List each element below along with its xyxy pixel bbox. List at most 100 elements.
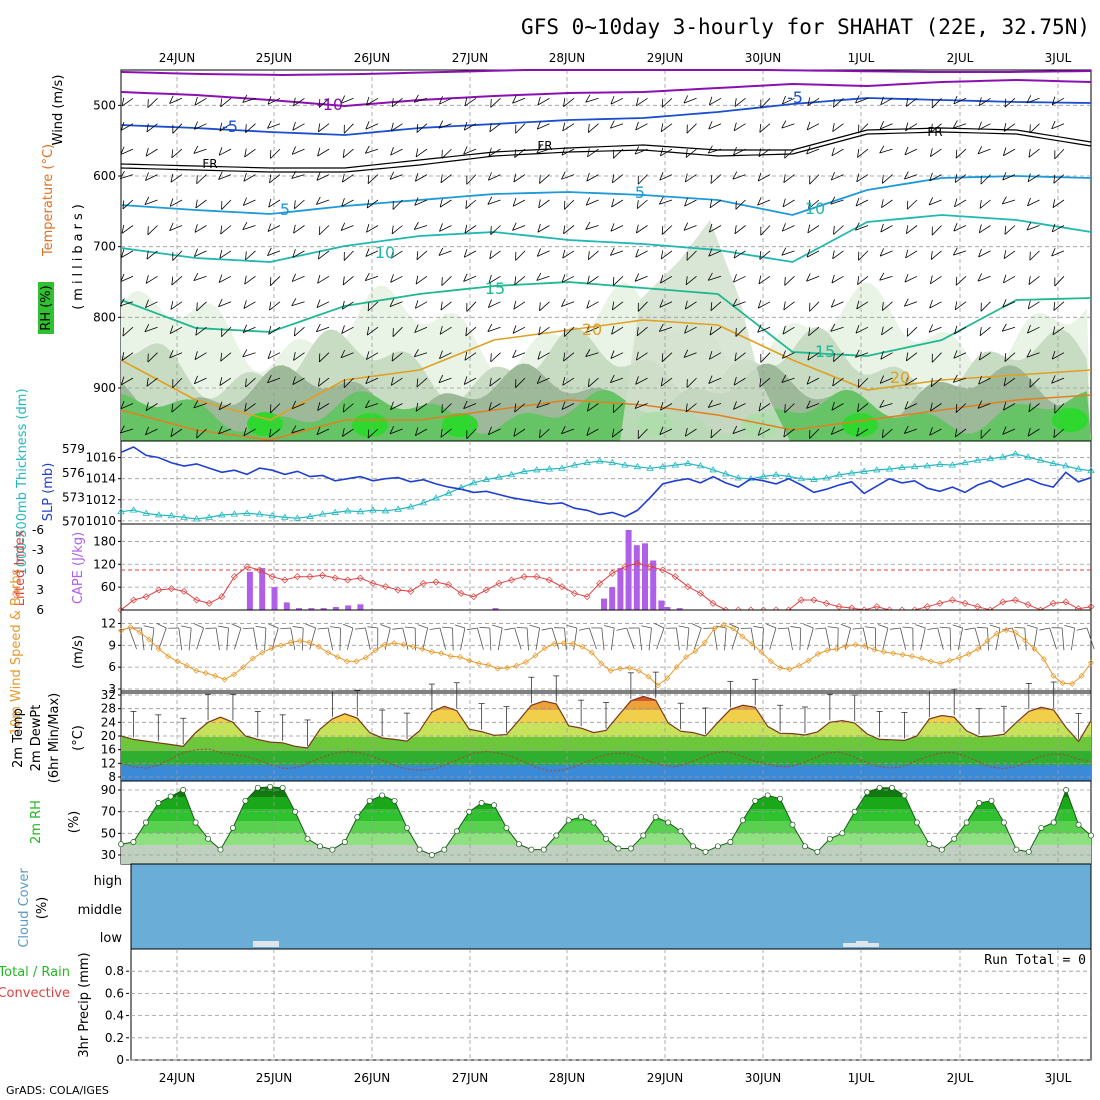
barb-staff <box>439 326 452 335</box>
upper-barb-24 <box>147 352 158 363</box>
li-marker-56 <box>822 599 830 607</box>
temp-tick-4: 16 <box>101 743 116 757</box>
barb-staff <box>267 225 281 232</box>
barb-staff <box>245 123 256 133</box>
li-marker-22 <box>394 586 402 594</box>
barb-flag <box>340 349 346 358</box>
barb-flag <box>587 378 590 387</box>
barb-staff <box>218 275 232 283</box>
barb-staff <box>389 174 403 180</box>
barb-staff <box>1051 250 1065 257</box>
barb-staff <box>685 428 697 437</box>
barb-staff <box>585 97 599 103</box>
upper-barb-133 <box>342 275 354 286</box>
thickness-marker-11 <box>255 510 264 517</box>
barb-staff <box>636 326 648 337</box>
barb-staff <box>831 148 844 157</box>
upper-barb-356 <box>733 249 746 259</box>
wind-barb-24 <box>417 624 428 650</box>
barb-flag <box>659 172 664 181</box>
thickness-marker-34 <box>545 465 554 472</box>
barb-staff <box>1051 377 1065 384</box>
barb-staff <box>601 627 605 651</box>
li-marker-14 <box>293 573 301 581</box>
barb-flag <box>1027 173 1031 182</box>
li-marker-5 <box>180 587 188 595</box>
upper-barb-376 <box>758 402 771 412</box>
barb-staff <box>930 250 942 260</box>
barb-staff <box>340 97 354 104</box>
wind-barb-49 <box>728 623 739 650</box>
barb-flag <box>537 351 541 360</box>
thickness-marker-1 <box>129 506 138 513</box>
upper-barb-480 <box>954 198 967 208</box>
barb-staff <box>392 199 403 210</box>
rh-marker-61 <box>876 784 883 791</box>
wind-marker-58 <box>664 675 671 682</box>
upper-barb-299 <box>635 224 648 234</box>
barb-staff <box>145 174 158 181</box>
barb-flag <box>777 627 789 630</box>
upper-barb-457 <box>906 326 918 337</box>
upper-barb-392 <box>807 97 820 107</box>
upper-barb-432 <box>857 403 869 413</box>
rh-marker-29 <box>478 800 485 806</box>
upper-barb-252 <box>563 97 575 107</box>
barb-staff <box>270 403 281 414</box>
upper-barb-255 <box>561 171 575 180</box>
barb-staff <box>782 225 795 232</box>
upper-barb-168 <box>413 94 428 103</box>
barb-staff <box>422 627 428 650</box>
barb-staff <box>634 275 648 282</box>
upper-barb-379 <box>781 120 795 129</box>
barb-flag <box>291 400 297 409</box>
upper-barb-117 <box>318 225 330 236</box>
upper-barb-492 <box>977 146 991 155</box>
upper-barb-81 <box>245 377 256 388</box>
barb-staff <box>366 97 379 106</box>
upper-barb-360 <box>734 352 746 362</box>
contour-label-10: 15 <box>485 279 505 298</box>
li-marker-74 <box>1049 599 1057 607</box>
barb-staff <box>145 428 158 436</box>
barb-flag <box>143 625 154 629</box>
barb-staff <box>561 301 575 307</box>
barb-flag <box>610 247 615 256</box>
upper-barb-371 <box>758 275 771 285</box>
barb-staff <box>441 403 452 414</box>
barb-staff <box>734 225 746 235</box>
upper-barb-410 <box>830 196 844 205</box>
thickness-axis-label: 1000-500mb Thickness (dm) <box>15 388 30 575</box>
barb-staff <box>487 199 501 205</box>
upper-barb-518 <box>1026 95 1040 104</box>
barb-staff <box>708 377 722 384</box>
barb-staff <box>660 250 673 260</box>
rh-marker-1 <box>130 839 137 845</box>
barb-flag <box>487 196 493 205</box>
barb-staff <box>830 199 844 205</box>
barb-flag <box>196 302 198 311</box>
barb-flag <box>242 94 248 103</box>
barb-flag <box>1027 324 1031 334</box>
upper-barb-314 <box>660 250 673 260</box>
barb-staff <box>218 403 232 411</box>
barb-flag <box>172 379 174 388</box>
barb-staff <box>659 326 673 332</box>
barb-staff <box>226 627 229 651</box>
barb-flag <box>280 627 291 630</box>
barb-flag <box>708 223 713 233</box>
upper-barb-119 <box>317 274 330 284</box>
barb-flag <box>342 623 354 629</box>
upper-barb-375 <box>759 377 771 388</box>
thickness-marker-26 <box>444 489 453 496</box>
rh-marker-28 <box>466 808 473 815</box>
barb-flag <box>490 353 492 362</box>
barb-staff <box>710 428 722 439</box>
rh-marker-42 <box>640 832 647 839</box>
upper-barb-350 <box>734 97 746 107</box>
wind-marker-51 <box>598 660 605 667</box>
upper-barb-177 <box>414 324 428 333</box>
barb-staff <box>319 225 330 236</box>
barb-staff <box>121 225 134 234</box>
